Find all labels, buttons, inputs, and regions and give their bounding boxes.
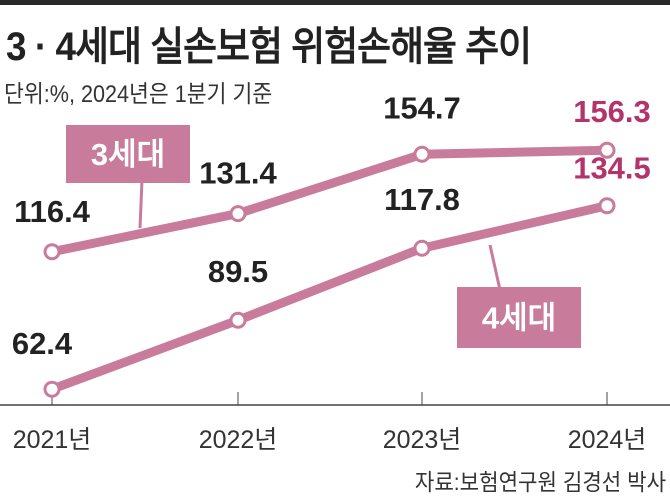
series-label: 3세대 <box>91 137 165 172</box>
callout-box <box>457 287 581 348</box>
data-point <box>43 380 61 398</box>
data-point <box>598 141 616 159</box>
data-point <box>229 311 247 329</box>
series-line <box>51 145 608 257</box>
series-label: 4세대 <box>482 301 556 336</box>
callout-3rd-gen: 3세대 <box>66 125 190 229</box>
data-point <box>229 205 247 223</box>
callout-pointer <box>488 244 502 291</box>
callout-box <box>66 125 190 183</box>
data-label: 89.5 <box>208 254 268 289</box>
data-label: 154.7 <box>383 90 461 125</box>
top-bar <box>0 0 670 5</box>
chart-title: 3 · 4세대 실손보험 위험손해율 추이 <box>6 25 532 69</box>
data-label: 134.5 <box>573 151 651 186</box>
chart-subtitle: 단위:%, 2024년은 1분기 기준 <box>4 81 273 108</box>
data-point <box>43 243 61 261</box>
data-label: 117.8 <box>384 182 460 217</box>
source-note: 자료:보험연구원 김경선 박사 <box>414 469 666 495</box>
data-label: 62.4 <box>12 326 73 361</box>
x-tick-label: 2023년 <box>383 426 462 454</box>
x-tick-label: 2021년 <box>13 426 92 454</box>
data-label: 131.4 <box>199 156 277 191</box>
x-tick-label: 2022년 <box>199 426 278 454</box>
data-label: 156.3 <box>573 94 651 129</box>
data-label: 116.4 <box>14 194 91 229</box>
series-line <box>50 201 609 394</box>
data-point <box>413 239 431 257</box>
callout-pointer <box>138 179 144 229</box>
data-point <box>598 197 616 215</box>
callout-4th-gen: 4세대 <box>457 244 581 348</box>
data-point <box>413 145 431 163</box>
x-tick-label: 2024년 <box>568 426 647 454</box>
